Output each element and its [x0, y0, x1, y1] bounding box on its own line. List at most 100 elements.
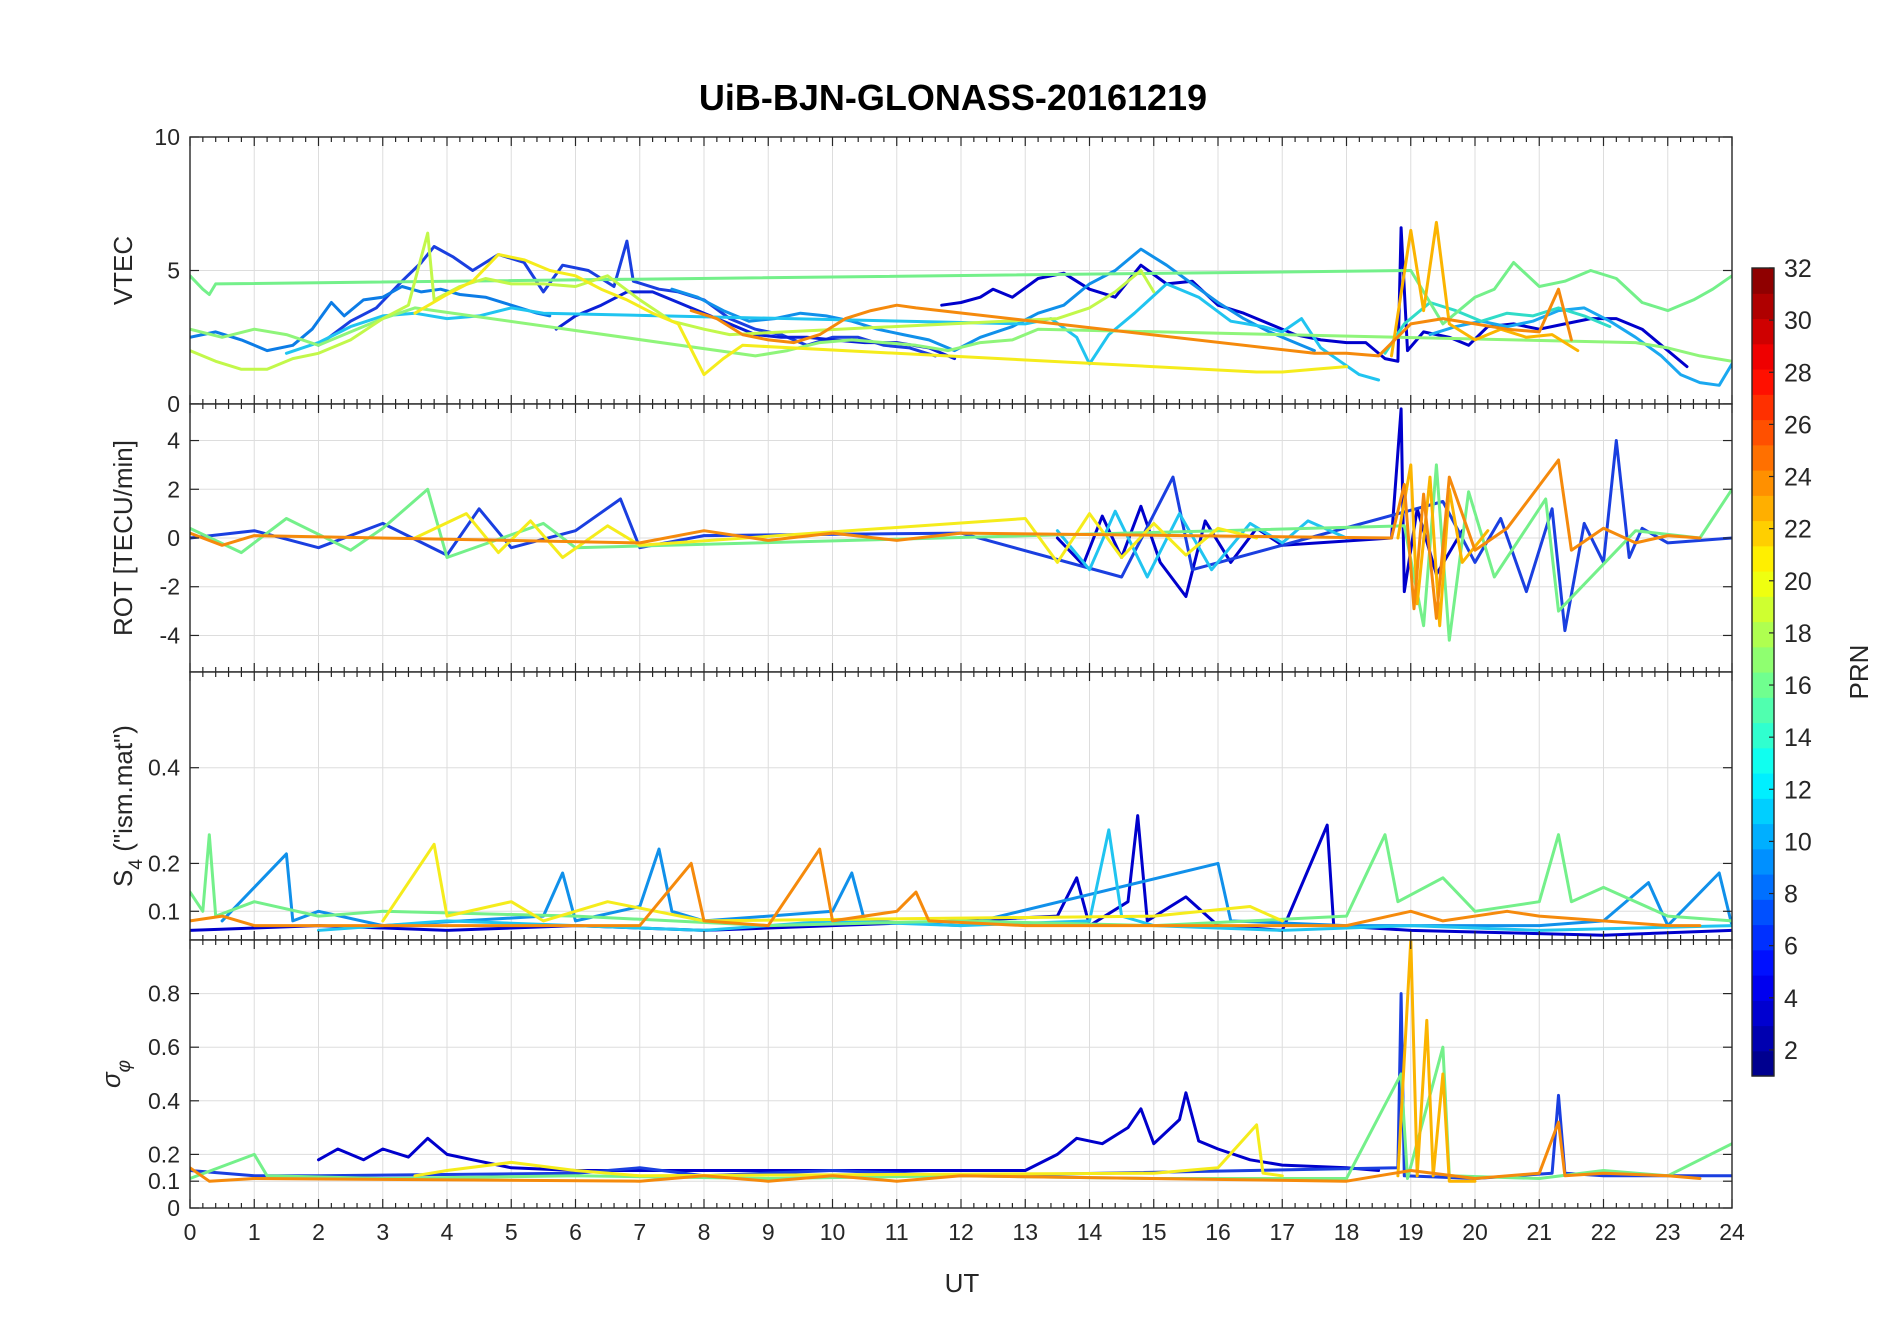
series-line-prn-18 — [190, 231, 1156, 371]
colorbar-segment — [1752, 949, 1774, 976]
series-line-prn-17 — [190, 306, 1732, 363]
colorbar-segment — [1752, 747, 1774, 774]
y-tick-label: 0.6 — [148, 1034, 180, 1060]
y-tick-label: 0.1 — [148, 1168, 180, 1194]
series-line-prn-16 — [190, 463, 1732, 642]
y-tick-label: -2 — [160, 574, 180, 600]
x-tick-label: 20 — [1462, 1219, 1488, 1245]
colorbar-tick-label: 14 — [1784, 724, 1812, 752]
colorbar-segment — [1752, 545, 1774, 572]
colorbar-segment — [1752, 318, 1774, 345]
y-tick-label: 5 — [167, 258, 180, 284]
series-line-prn-14 — [1383, 301, 1612, 355]
series-line-prn-22 — [1396, 940, 1477, 1183]
y-tick-label: 0.4 — [148, 1088, 180, 1114]
series-line-prn-12 — [1055, 509, 1348, 579]
x-tick-label: 23 — [1655, 1219, 1681, 1245]
x-tick-label: 4 — [441, 1219, 454, 1245]
colorbar-segment — [1752, 848, 1774, 875]
colorbar-segment — [1752, 495, 1774, 522]
traces — [190, 814, 1732, 937]
y-tick-label: 0.4 — [148, 755, 180, 781]
x-tick-label: 11 — [885, 1219, 909, 1245]
series-line-prn-16 — [190, 833, 1732, 928]
colorbar-segment — [1752, 874, 1774, 900]
series-line-prn-16 — [190, 1045, 1732, 1180]
colorbar-segment — [1752, 268, 1774, 294]
colorbar-segment — [1752, 823, 1774, 850]
panel-vtec: 0 5 10 VTEC — [108, 124, 1733, 417]
series-line-prn-24 — [190, 847, 1702, 928]
y-tick-label: -4 — [160, 622, 181, 648]
y-tick-label: 0 — [167, 1195, 180, 1221]
series-line-prn-20 — [413, 512, 1259, 564]
x-tick-label: 22 — [1591, 1219, 1617, 1245]
colorbar-frame — [1751, 267, 1775, 1077]
y-axis-label: VTEC — [108, 236, 138, 305]
colorbar-tick-label: 18 — [1784, 620, 1812, 648]
colorbar-segment — [1752, 596, 1774, 623]
series-line-prn-20 — [413, 253, 1348, 377]
y-axis-label: σφ — [96, 1060, 135, 1088]
panel-s4: 0.1 0.2 0.4S4 ("ism.mat") — [108, 671, 1733, 941]
colorbar-segment — [1752, 773, 1774, 799]
series-line-prn-16 — [190, 261, 1732, 326]
x-tick-label: 9 — [762, 1219, 775, 1245]
colorbar-segment — [1752, 470, 1774, 496]
colorbar-tick-label: 10 — [1784, 828, 1812, 856]
colorbar-segment — [1752, 571, 1774, 597]
y-axis-label: S4 ("ism.mat") — [108, 725, 147, 887]
colorbar-segment — [1752, 975, 1774, 1001]
colorbar-tick-label: 2 — [1784, 1037, 1798, 1065]
colorbar-tick-label: 4 — [1784, 985, 1798, 1013]
colorbar-segment — [1752, 924, 1774, 951]
y-tick-label: 10 — [154, 124, 180, 150]
colorbar-tick-label: 24 — [1784, 464, 1812, 492]
colorbar-segment — [1752, 1050, 1774, 1077]
x-tick-label: 21 — [1526, 1219, 1552, 1245]
series-line-prn-22 — [1390, 220, 1580, 358]
x-tick-label: 1 — [248, 1219, 261, 1245]
x-tick-label: 14 — [1077, 1219, 1103, 1245]
x-tick-label: 12 — [948, 1219, 974, 1245]
x-tick-label: 17 — [1269, 1219, 1295, 1245]
x-tick-label: 6 — [569, 1219, 582, 1245]
series-line-prn-24 — [190, 458, 1702, 620]
colorbar-segment — [1752, 672, 1774, 698]
y-tick-label: 0.2 — [148, 1141, 180, 1167]
x-tick-label: 5 — [505, 1219, 518, 1245]
colorbar-tick-label: 26 — [1784, 411, 1812, 439]
colorbar-tick-label: 16 — [1784, 672, 1812, 700]
series-line-prn-3 — [1055, 407, 1464, 598]
colorbar-tick-label: 20 — [1784, 568, 1812, 596]
traces — [190, 940, 1732, 1183]
x-tick-label: 7 — [633, 1219, 646, 1245]
y-tick-label: 0 — [167, 391, 180, 417]
colorbar-tick-label: 22 — [1784, 516, 1812, 544]
colorbar-tick-label: 8 — [1784, 881, 1798, 909]
colorbar-segment — [1752, 621, 1774, 648]
y-tick-label: 0.2 — [148, 850, 180, 876]
x-tick-label: 18 — [1334, 1219, 1360, 1245]
colorbar-segment — [1752, 369, 1774, 395]
series-line-prn-8 — [190, 285, 552, 353]
x-axis-label: UT — [945, 1268, 980, 1298]
x-tick-label: 16 — [1205, 1219, 1231, 1245]
colorbar-tick-label: 12 — [1784, 776, 1812, 804]
y-tick-label: 2 — [167, 476, 180, 502]
colorbar-segment — [1752, 722, 1774, 749]
y-tick-label: 0.1 — [148, 898, 180, 924]
series-line-prn-20 — [381, 842, 1284, 923]
y-tick-label: 0.8 — [148, 981, 180, 1007]
colorbar-segment — [1752, 343, 1774, 370]
series-line-prn-5 — [190, 439, 1732, 633]
x-tick-label: 2 — [312, 1219, 325, 1245]
traces — [190, 407, 1732, 642]
series-line-prn-3 — [317, 1091, 1381, 1172]
x-tick-label: 10 — [820, 1219, 846, 1245]
traces — [190, 220, 1732, 387]
colorbar-tick-label: 30 — [1784, 307, 1812, 335]
colorbar-segment — [1752, 798, 1774, 825]
